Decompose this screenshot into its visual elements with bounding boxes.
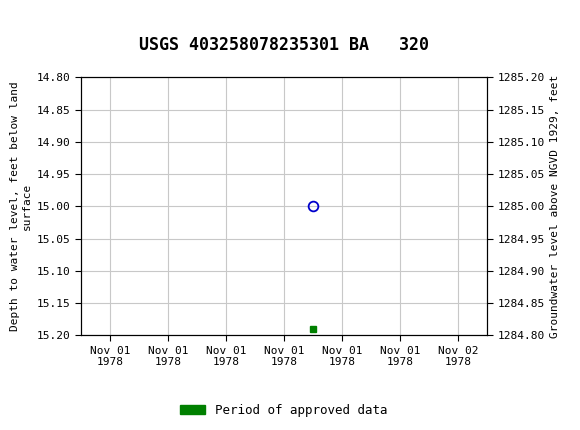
Y-axis label: Groundwater level above NGVD 1929, feet: Groundwater level above NGVD 1929, feet <box>550 75 560 338</box>
Y-axis label: Depth to water level, feet below land
surface: Depth to water level, feet below land su… <box>10 82 31 331</box>
Text: USGS 403258078235301 BA   320: USGS 403258078235301 BA 320 <box>139 36 429 54</box>
Legend: Period of approved data: Period of approved data <box>175 399 393 421</box>
Text: USGS: USGS <box>49 11 96 30</box>
